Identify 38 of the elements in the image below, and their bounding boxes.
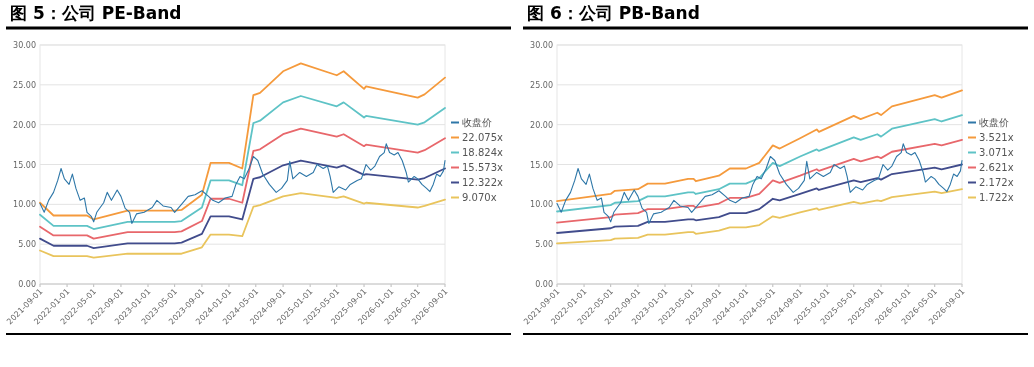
y-tick-label: 0.00 [535,280,553,289]
chart-title: 图 5：公司 PE-Band [10,3,182,23]
legend-label: 15.573x [462,162,503,173]
legend-label: 1.722x [979,192,1014,203]
y-tick-label: 5.00 [18,240,36,250]
y-tick-label: 0.00 [18,280,36,289]
line-series [39,95,446,230]
legend-label: 22.075x [462,132,503,143]
legend-label: 3.521x [979,132,1014,143]
line-series [556,188,963,245]
line-series [39,159,446,250]
legend-label: 2.172x [979,177,1014,188]
legend-label: 3.071x [979,147,1014,158]
line-series [39,127,446,240]
legend-label: 12.322x [462,177,503,188]
line-series [556,163,963,234]
chart-title: 图 6：公司 PB-Band [527,3,700,23]
legend-label: 2.621x [979,162,1014,173]
line-series [39,192,446,259]
legend-label: 9.070x [462,192,497,203]
y-tick-label: 10.00 [530,200,553,210]
y-tick-label: 30.00 [13,41,36,50]
line-series [556,89,963,203]
y-tick-label: 25.00 [13,80,36,90]
legend-label: 18.824x [462,147,503,158]
y-tick-label: 15.00 [13,160,36,170]
legend-label: 收盘价 [462,117,492,128]
y-tick-label: 30.00 [530,41,553,50]
y-tick-label: 10.00 [13,200,36,210]
line-series [39,143,446,224]
line-series [556,114,963,213]
legend-label: 收盘价 [979,117,1009,128]
y-tick-label: 20.00 [530,120,553,130]
line-series [39,62,446,221]
y-tick-label: 15.00 [530,160,553,170]
y-tick-label: 25.00 [530,80,553,90]
y-tick-label: 5.00 [535,240,553,250]
y-tick-label: 20.00 [13,120,36,130]
